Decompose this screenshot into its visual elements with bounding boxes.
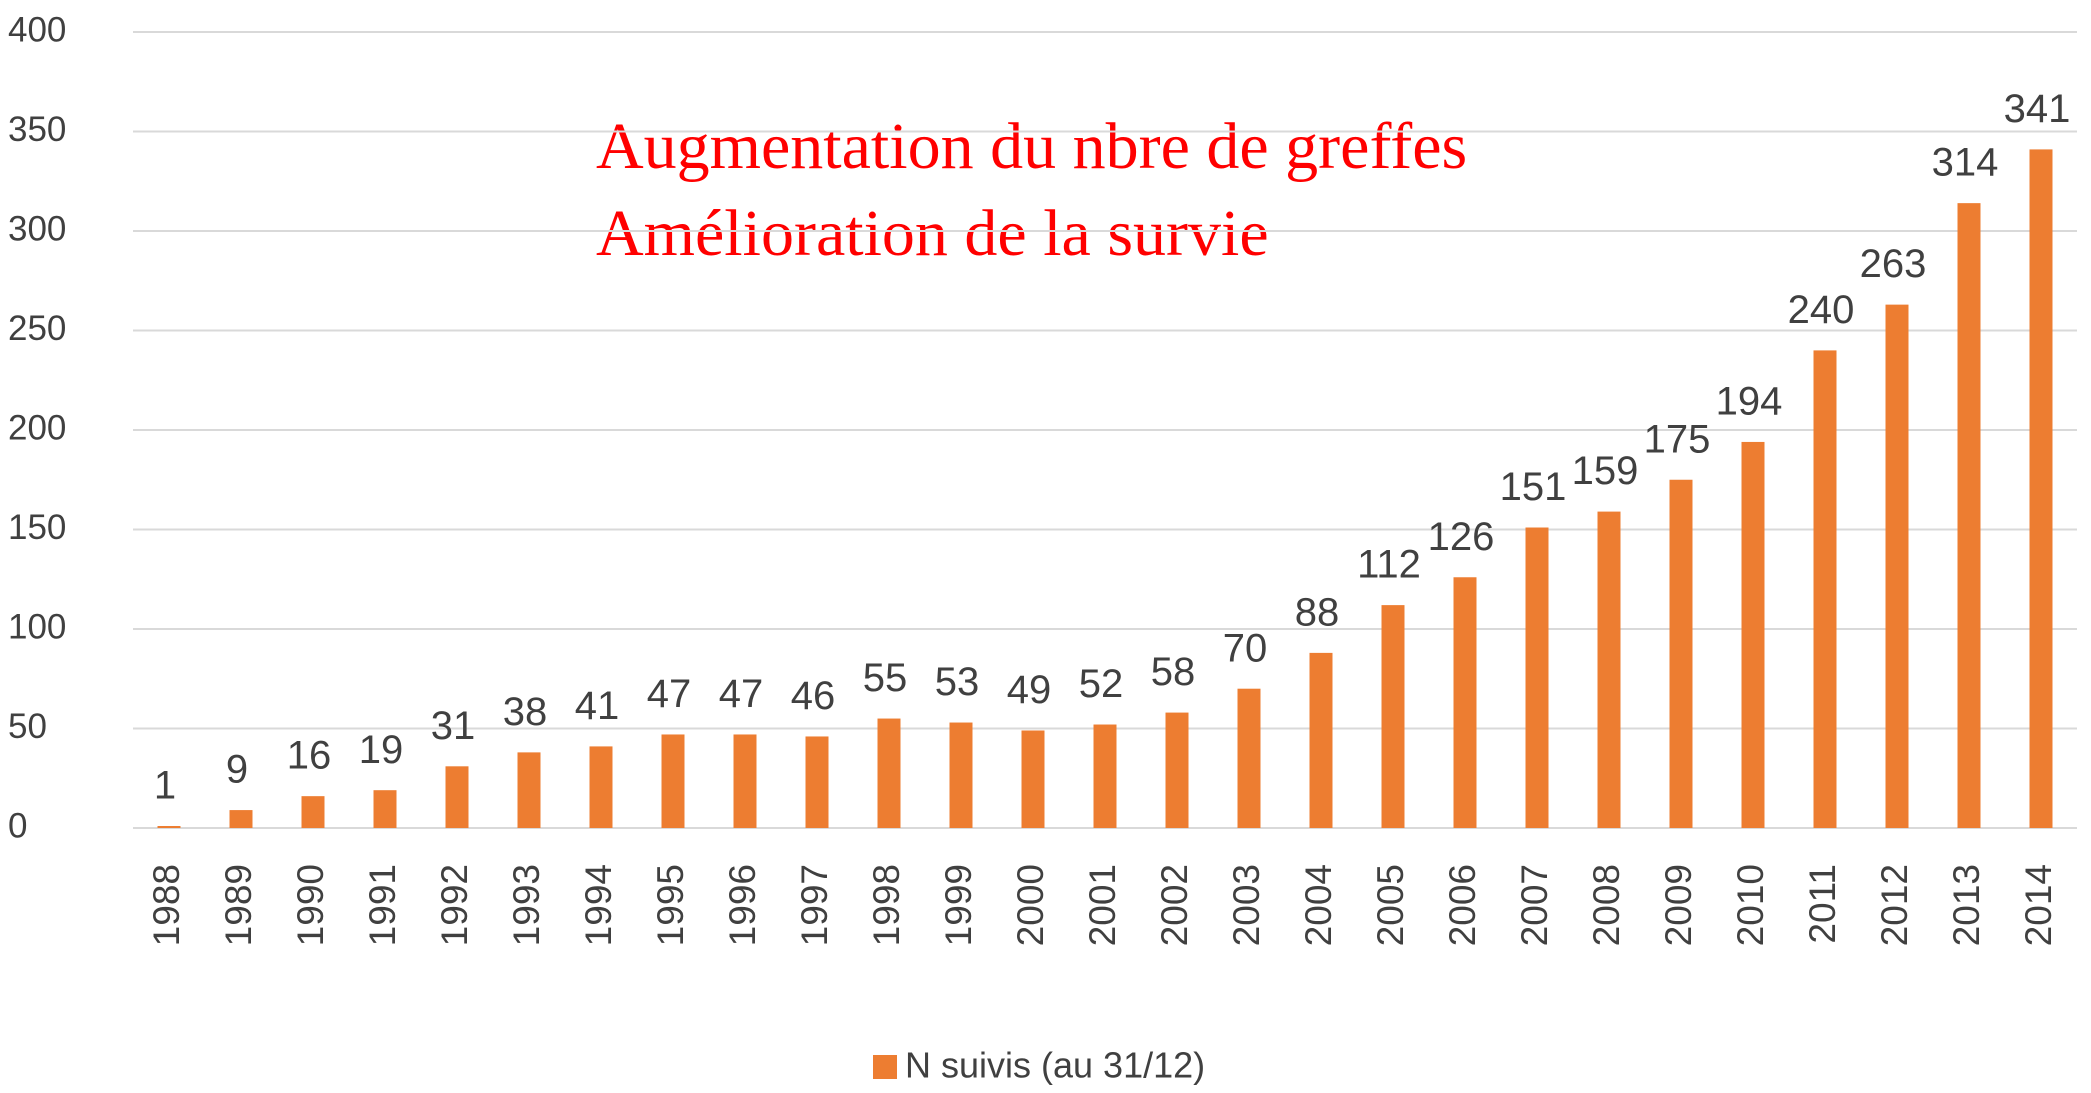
y-tick-label: 50: [8, 707, 47, 746]
y-tick-label: 400: [8, 10, 66, 49]
data-label: 194: [1716, 380, 1783, 424]
x-tick-label: 2010: [1730, 864, 1771, 946]
x-tick-label: 1997: [794, 864, 835, 946]
bar: [1813, 350, 1837, 828]
data-label: 47: [647, 672, 692, 716]
data-label: 240: [1788, 288, 1855, 332]
data-label: 159: [1572, 449, 1639, 493]
data-label: 49: [1007, 668, 1052, 712]
x-tick-label: 2008: [1586, 864, 1627, 946]
x-tick-label: 2005: [1370, 864, 1411, 946]
data-label: 38: [503, 690, 548, 734]
bar: [1165, 712, 1189, 828]
x-tick-label: 1990: [290, 864, 331, 946]
legend-swatch: [873, 1055, 897, 1079]
data-label: 58: [1151, 650, 1196, 694]
x-tick-label: 1999: [938, 864, 979, 946]
data-label: 263: [1860, 242, 1927, 286]
x-tick-label: 2012: [1874, 864, 1915, 946]
bar: [949, 722, 973, 828]
y-tick-label: 0: [8, 806, 27, 845]
bar: [1237, 688, 1261, 828]
x-tick-label: 1988: [146, 864, 187, 946]
x-tick-label: 2000: [1010, 864, 1051, 946]
x-tick-label: 2007: [1514, 864, 1555, 946]
data-label: 31: [431, 704, 476, 748]
bar: [1093, 724, 1117, 828]
bar: [157, 826, 181, 828]
data-label: 19: [359, 728, 404, 772]
bar: [661, 734, 685, 828]
bar: [1525, 527, 1549, 828]
data-label: 175: [1644, 417, 1711, 461]
data-label: 52: [1079, 662, 1124, 706]
y-tick-label: 350: [8, 110, 66, 149]
x-tick-label: 1993: [506, 864, 547, 946]
data-label: 341: [2004, 87, 2071, 131]
bar: [1309, 652, 1333, 828]
annotation: Amélioration de la survie: [596, 197, 1269, 270]
bar: [229, 810, 253, 828]
data-label: 70: [1223, 626, 1268, 670]
bar: [1453, 577, 1477, 828]
bar: [589, 746, 613, 828]
bar: [445, 766, 469, 828]
x-tick-label: 1992: [434, 864, 475, 946]
y-tick-label: 300: [8, 209, 66, 248]
y-tick-label: 200: [8, 408, 66, 447]
y-tick-label: 250: [8, 309, 66, 348]
x-tick-label: 1998: [866, 864, 907, 946]
x-tick-label: 1991: [362, 864, 403, 946]
data-label: 53: [935, 660, 980, 704]
data-label: 151: [1500, 465, 1567, 509]
data-label: 1: [154, 764, 176, 808]
bar: [877, 718, 901, 828]
x-tick-label: 1996: [722, 864, 763, 946]
bar: [373, 790, 397, 828]
bar: [1669, 479, 1693, 828]
data-label: 314: [1932, 141, 1999, 185]
data-label: 112: [1357, 543, 1421, 587]
x-tick-label: 2014: [2018, 864, 2059, 946]
data-label: 41: [575, 684, 620, 728]
legend-label: N suivis (au 31/12): [905, 1045, 1205, 1086]
bar: [2029, 149, 2053, 828]
bar: [805, 736, 829, 828]
data-label: 46: [791, 674, 836, 718]
data-label: 9: [226, 748, 248, 792]
x-tick-label: 1989: [218, 864, 259, 946]
annotation: Augmentation du nbre de greffes: [596, 110, 1467, 183]
bar: [733, 734, 757, 828]
y-tick-label: 150: [8, 508, 66, 547]
x-tick-label: 1995: [650, 864, 691, 946]
bar: [517, 752, 541, 828]
data-label: 55: [863, 656, 908, 700]
bar: [1021, 730, 1045, 828]
x-tick-label: 2009: [1658, 864, 1699, 946]
data-label: 88: [1295, 590, 1340, 634]
bar: [1885, 304, 1909, 828]
bar: [301, 796, 325, 828]
data-label: 126: [1428, 515, 1495, 559]
x-tick-label: 2004: [1298, 864, 1339, 946]
x-tick-label: 2003: [1226, 864, 1267, 946]
x-tick-label: 2011: [1802, 864, 1843, 944]
bar: [1597, 511, 1621, 828]
y-tick-label: 100: [8, 607, 66, 646]
x-tick-label: 1994: [578, 864, 619, 946]
x-tick-label: 2001: [1082, 864, 1123, 946]
x-tick-label: 2013: [1946, 864, 1987, 946]
bar: [1381, 605, 1405, 828]
bar: [1957, 203, 1981, 828]
bar: [1741, 441, 1765, 828]
x-tick-label: 2002: [1154, 864, 1195, 946]
x-tick-label: 2006: [1442, 864, 1483, 946]
data-label: 16: [287, 734, 332, 778]
data-label: 47: [719, 672, 764, 716]
